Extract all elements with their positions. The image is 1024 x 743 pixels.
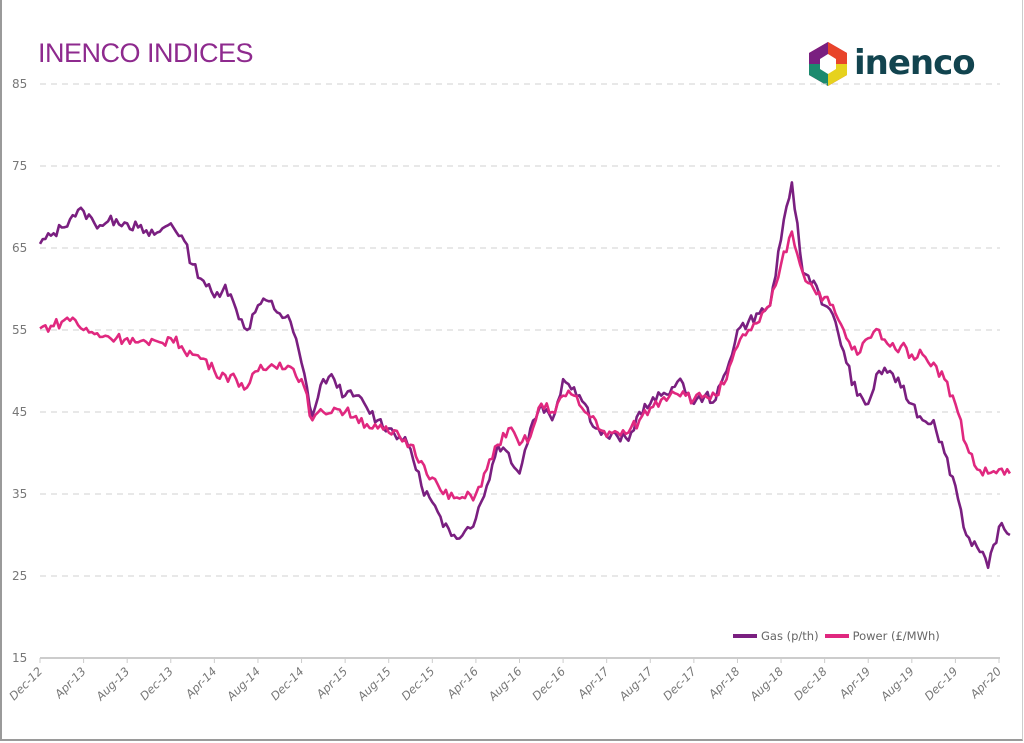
logo-text: inenco: [854, 43, 976, 83]
legend-label-power: Power (£/MWh): [852, 629, 940, 643]
x-tick-label: Dec-17: [660, 664, 699, 703]
x-tick-label: Aug-15: [354, 664, 394, 704]
x-tick-label: Apr-19: [836, 664, 874, 702]
hexagon-logo-icon: [809, 42, 847, 86]
x-tick-label: Apr-15: [313, 664, 351, 702]
y-tick-label: 45: [12, 405, 27, 419]
y-tick-label: 25: [12, 569, 27, 583]
y-tick-label: 75: [12, 159, 27, 173]
y-tick-label: 35: [12, 487, 27, 501]
x-tick-label: Dec-15: [399, 664, 438, 703]
y-tick-label: 65: [12, 241, 27, 255]
chart-title: INENCO INDICES: [38, 38, 254, 68]
x-tick-label: Apr-18: [705, 664, 743, 702]
x-tick-label: Aug-16: [485, 664, 525, 704]
x-tick-label: Apr-17: [574, 664, 612, 702]
legend-swatch-power: [824, 634, 849, 638]
y-tick-label: 15: [12, 651, 27, 665]
legend-label-gas: Gas (p/th): [761, 629, 819, 643]
legend: Gas (p/th) Power (£/MWh): [733, 629, 940, 643]
x-tick-label: Apr-14: [182, 664, 220, 702]
x-tick-label: Apr-13: [51, 664, 89, 702]
x-tick-label: Aug-14: [223, 664, 263, 704]
y-tick-label: 55: [12, 323, 27, 337]
x-tick-label: Apr-16: [444, 664, 482, 702]
x-tick-label: Dec-16: [529, 664, 568, 703]
x-tick-label: Dec-18: [791, 664, 830, 703]
x-tick-label: Aug-17: [616, 664, 656, 704]
series-line-gas: [38, 181, 1011, 570]
y-tick-label: 85: [12, 77, 27, 91]
series-line-power: [39, 230, 1012, 502]
x-tick-label: Dec-13: [137, 664, 176, 703]
x-tick-label: Dec-19: [922, 664, 961, 703]
x-tick-label: Apr-20: [967, 664, 1005, 702]
x-tick-label: Dec-14: [268, 664, 307, 703]
x-tick-label: Aug-19: [877, 664, 917, 704]
x-tick-label: Aug-18: [746, 664, 786, 704]
inenco-logo: inenco: [806, 41, 976, 86]
legend-swatch-gas: [733, 634, 757, 638]
x-tick-label: Aug-13: [93, 664, 133, 704]
x-tick-label: Dec-12: [6, 664, 45, 703]
